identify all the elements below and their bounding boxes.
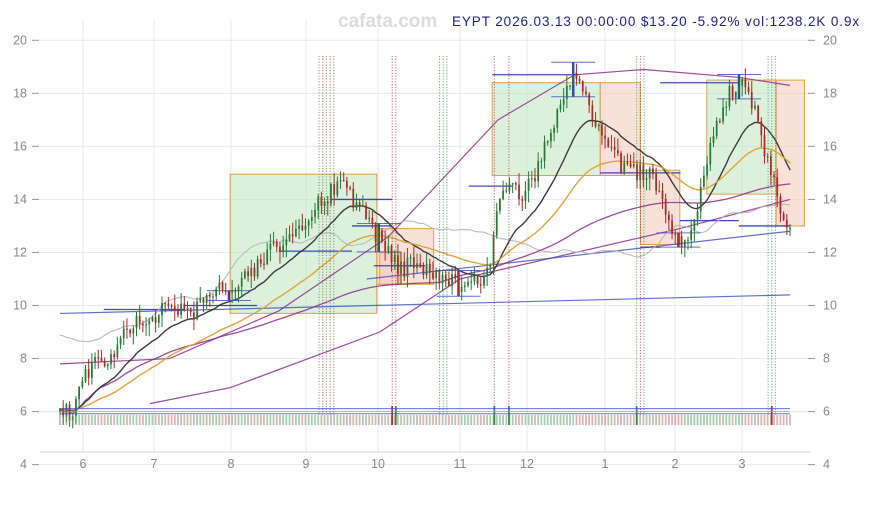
svg-text:7: 7 (151, 457, 158, 471)
svg-text:10: 10 (371, 457, 385, 471)
svg-text:1: 1 (602, 457, 609, 471)
svg-text:6: 6 (20, 405, 27, 419)
svg-text:12: 12 (823, 245, 837, 259)
svg-text:20: 20 (13, 33, 27, 47)
svg-text:16: 16 (13, 139, 27, 153)
svg-text:18: 18 (823, 86, 837, 100)
svg-text:3: 3 (739, 457, 746, 471)
svg-text:8: 8 (20, 352, 27, 366)
svg-text:6: 6 (80, 457, 87, 471)
svg-text:14: 14 (823, 192, 837, 206)
svg-text:2: 2 (672, 457, 679, 471)
svg-text:12: 12 (13, 245, 27, 259)
svg-text:18: 18 (13, 86, 27, 100)
svg-text:4: 4 (20, 458, 27, 472)
svg-text:8: 8 (228, 457, 235, 471)
svg-text:10: 10 (823, 299, 837, 313)
svg-text:16: 16 (823, 139, 837, 153)
svg-text:9: 9 (303, 457, 310, 471)
svg-text:6: 6 (823, 405, 830, 419)
svg-text:4: 4 (823, 458, 830, 472)
svg-text:8: 8 (823, 352, 830, 366)
svg-text:11: 11 (454, 457, 467, 471)
svg-text:12: 12 (520, 457, 534, 471)
svg-text:20: 20 (823, 33, 837, 47)
svg-text:10: 10 (13, 299, 27, 313)
svg-text:14: 14 (13, 192, 27, 206)
